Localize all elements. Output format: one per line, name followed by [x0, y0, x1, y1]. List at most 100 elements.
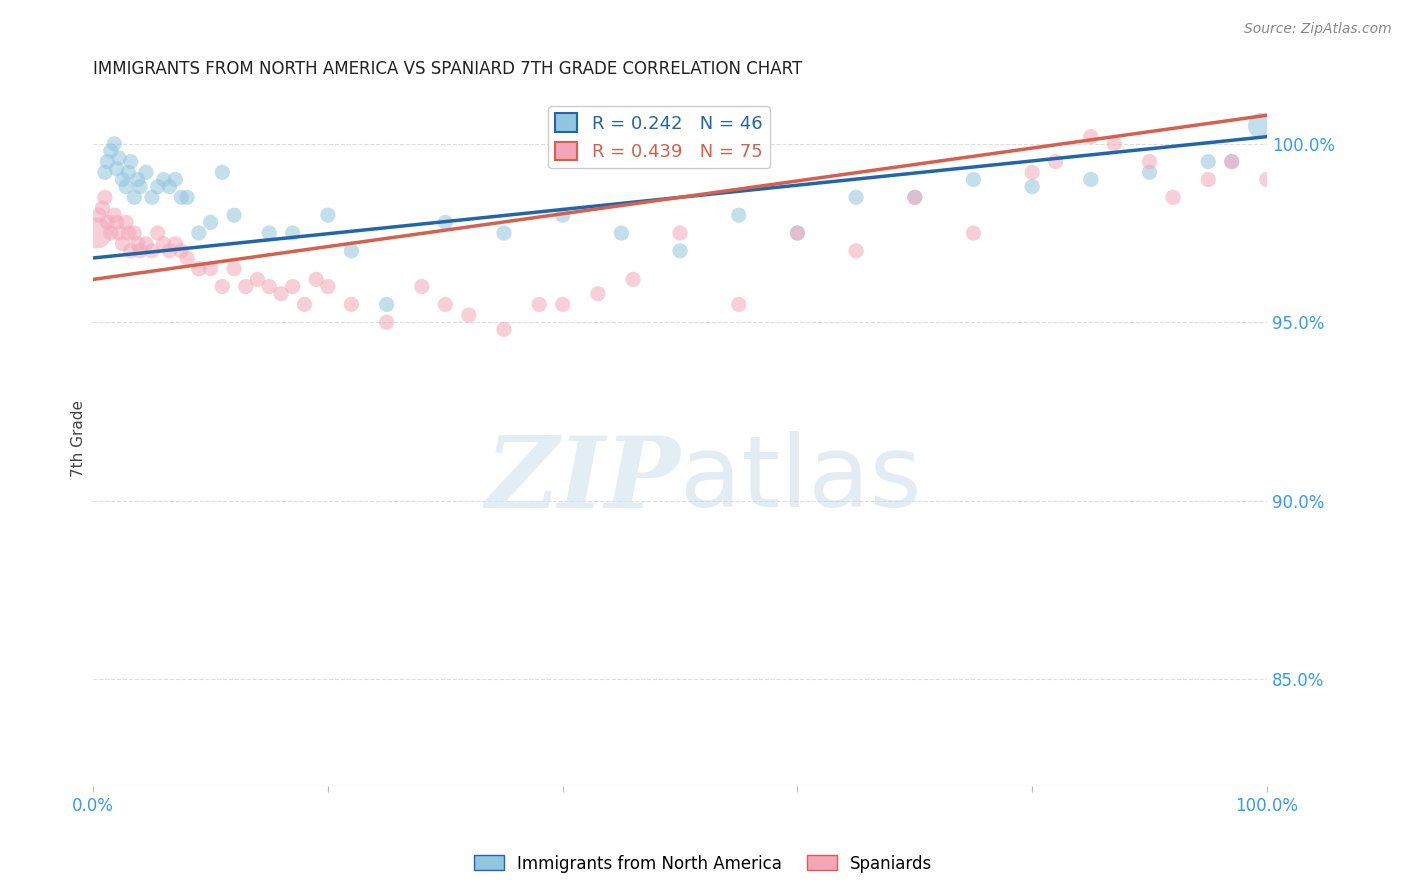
Point [1080, 129, 1102, 144]
Point [457, 308, 479, 322]
Point [257, 226, 280, 240]
Point [904, 190, 927, 204]
Point [1220, 154, 1243, 169]
Point [411, 279, 433, 293]
Point [551, 297, 574, 311]
Point [159, 179, 181, 194]
Point [1220, 154, 1243, 169]
Point [786, 226, 808, 240]
Point [135, 236, 157, 251]
Point [375, 315, 398, 329]
Point [146, 226, 169, 240]
Point [100, 226, 122, 240]
Y-axis label: 7th Grade: 7th Grade [72, 400, 86, 476]
Point [845, 190, 868, 204]
Point [146, 179, 169, 194]
Point [87, 208, 110, 222]
Point [152, 172, 174, 186]
Point [127, 236, 149, 251]
Point [235, 279, 257, 293]
Point [165, 172, 187, 186]
Point [222, 261, 245, 276]
Point [669, 226, 692, 240]
Point [316, 208, 339, 222]
Point [117, 165, 139, 179]
Point [340, 244, 363, 258]
Point [434, 297, 457, 311]
Point [115, 179, 138, 194]
Point [165, 236, 187, 251]
Point [141, 244, 163, 258]
Point [211, 165, 233, 179]
Point [211, 279, 233, 293]
Point [187, 261, 209, 276]
Point [94, 190, 117, 204]
Point [845, 244, 868, 258]
Point [122, 226, 145, 240]
Point [962, 226, 984, 240]
Point [115, 215, 138, 229]
Point [1104, 136, 1126, 151]
Point [294, 297, 316, 311]
Point [111, 172, 134, 186]
Point [127, 172, 149, 186]
Point [1139, 154, 1161, 169]
Point [108, 226, 131, 240]
Legend: Immigrants from North America, Spaniards: Immigrants from North America, Spaniards [467, 848, 939, 880]
Point [551, 208, 574, 222]
Point [1080, 172, 1102, 186]
Point [727, 208, 749, 222]
Point [200, 215, 222, 229]
Point [1197, 172, 1219, 186]
Point [962, 172, 984, 186]
Point [159, 244, 181, 258]
Point [176, 251, 198, 265]
Point [111, 236, 134, 251]
Point [270, 286, 292, 301]
Point [1256, 172, 1278, 186]
Point [246, 272, 269, 286]
Point [170, 244, 193, 258]
Point [1161, 190, 1184, 204]
Point [86, 226, 108, 240]
Point [105, 161, 128, 176]
Point [94, 165, 117, 179]
Point [340, 297, 363, 311]
Point [129, 244, 152, 258]
Legend: R = 0.242   N = 46, R = 0.439   N = 75: R = 0.242 N = 46, R = 0.439 N = 75 [548, 106, 769, 169]
Point [281, 226, 304, 240]
Point [96, 215, 118, 229]
Point [305, 272, 328, 286]
Point [375, 297, 398, 311]
Point [281, 279, 304, 293]
Point [129, 179, 152, 194]
Point [904, 190, 927, 204]
Point [786, 226, 808, 240]
Point [122, 190, 145, 204]
Point [117, 226, 139, 240]
Point [120, 154, 142, 169]
Point [103, 208, 125, 222]
Point [200, 261, 222, 276]
Point [96, 154, 118, 169]
Point [669, 244, 692, 258]
Point [586, 286, 609, 301]
Point [120, 244, 142, 258]
Text: Source: ZipAtlas.com: Source: ZipAtlas.com [1244, 22, 1392, 37]
Point [621, 272, 644, 286]
Point [91, 201, 114, 215]
Point [222, 208, 245, 222]
Point [1045, 154, 1067, 169]
Point [152, 236, 174, 251]
Point [316, 279, 339, 293]
Point [1021, 179, 1043, 194]
Text: ZIP: ZIP [485, 432, 681, 528]
Point [105, 215, 128, 229]
Point [176, 190, 198, 204]
Text: IMMIGRANTS FROM NORTH AMERICA VS SPANIARD 7TH GRADE CORRELATION CHART: IMMIGRANTS FROM NORTH AMERICA VS SPANIAR… [93, 60, 803, 78]
Point [257, 279, 280, 293]
Point [100, 144, 122, 158]
Point [434, 215, 457, 229]
Point [187, 226, 209, 240]
Point [1139, 165, 1161, 179]
